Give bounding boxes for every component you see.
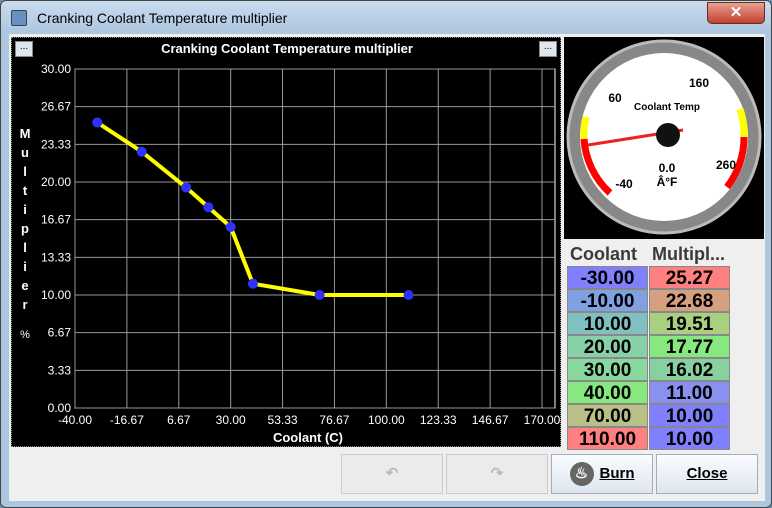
curve-point[interactable] <box>314 290 325 300</box>
undo-button[interactable]: ↶ <box>341 454 443 494</box>
multiplier-cell[interactable]: 22.68 <box>649 289 730 312</box>
burn-label: Burn <box>599 465 635 482</box>
curve-chart[interactable]: ... ... -40.00 -16.67 6.67 30.00 53.33 76.67 1… <box>11 37 561 447</box>
x-tick-label: 123.33 <box>420 413 457 427</box>
x-tick-label: 146.67 <box>472 413 509 427</box>
multiplier-cell[interactable]: 17.77 <box>649 335 730 358</box>
gauge-unit: Â°F <box>657 174 678 189</box>
column-header-multiplier: Multipl... <box>652 244 725 264</box>
curve-point[interactable] <box>403 290 414 300</box>
gauge-value: 0.0 <box>659 161 676 175</box>
x-tick-label: 76.67 <box>319 413 349 427</box>
client-area: ... ... -40.00 -16.67 6.67 30.00 53.33 76.67 1… <box>9 34 765 501</box>
gauge-label: 60 <box>608 91 622 105</box>
curve-point[interactable] <box>247 278 258 289</box>
curve-point[interactable] <box>181 182 192 193</box>
y-axis-unit: % <box>20 329 30 341</box>
gauge-label: 260 <box>716 158 736 172</box>
chart-options-right-button[interactable]: ... <box>539 41 557 57</box>
gauge-label: -40 <box>615 177 633 191</box>
gauge-title: Coolant Temp <box>634 102 700 113</box>
multiplier-cell[interactable]: 16.02 <box>649 358 730 381</box>
multiplier-cell[interactable]: 10.00 <box>649 404 730 427</box>
multiplier-cell[interactable]: 11.00 <box>649 381 730 404</box>
coolant-cell[interactable]: 10.00 <box>567 312 648 335</box>
y-axis-label-char: l <box>23 240 27 255</box>
y-tick-label: 20.00 <box>41 175 71 189</box>
y-axis-label-char: t <box>23 183 28 198</box>
chart-options-left-button[interactable]: ... <box>15 41 33 57</box>
x-tick-label: 100.00 <box>368 413 405 427</box>
curve-point[interactable] <box>92 117 103 128</box>
multiplier-cell[interactable]: 10.00 <box>649 427 730 450</box>
coolant-cell[interactable]: -10.00 <box>567 289 648 312</box>
gauge-label: 160 <box>689 76 709 90</box>
flame-icon: ♨ <box>569 462 594 487</box>
curve-point[interactable] <box>136 146 147 157</box>
close-label: Close <box>686 465 728 482</box>
curve-line <box>96 120 409 297</box>
column-header-coolant: Coolant <box>570 244 637 264</box>
y-axis-label-char: r <box>22 297 27 312</box>
coolant-cell[interactable]: -30.00 <box>567 266 648 289</box>
close-button[interactable]: Close <box>656 454 758 494</box>
coolant-cell[interactable]: 40.00 <box>567 381 648 404</box>
plot-frame <box>74 68 556 409</box>
x-axis-label: Coolant (C) <box>273 430 343 445</box>
coolant-cell[interactable]: 110.00 <box>567 427 648 450</box>
y-axis-label-char: i <box>23 202 27 217</box>
y-tick-label: 0.00 <box>48 401 72 415</box>
x-tick-label: 170.00 <box>524 413 561 427</box>
y-tick-label: 13.33 <box>41 250 71 264</box>
y-tick-label: 10.00 <box>41 288 71 302</box>
x-tick-label: 6.67 <box>167 413 191 427</box>
y-tick-label: 26.67 <box>41 100 71 114</box>
y-axis-label-char: p <box>21 221 29 236</box>
window-close-button[interactable]: ✕ <box>707 2 765 24</box>
y-tick-label: 6.67 <box>48 326 72 340</box>
multiplier-cell[interactable]: 19.51 <box>649 312 730 335</box>
y-axis-label-char: e <box>21 278 28 293</box>
y-axis-label-char: M <box>20 126 31 141</box>
y-tick-label: 16.67 <box>41 213 71 227</box>
y-tick-label: 23.33 <box>41 137 71 151</box>
redo-button[interactable]: ↷ <box>446 454 548 494</box>
window-title: Cranking Coolant Temperature multiplier <box>37 10 288 26</box>
coolant-cell[interactable]: 30.00 <box>567 358 648 381</box>
y-axis-label-char: l <box>23 164 27 179</box>
coolant-gauge: Coolant Temp 0.0 Â°F -40 60 160 260 <box>564 37 764 239</box>
gauge-hub <box>656 123 680 147</box>
y-tick-label: 3.33 <box>48 363 72 377</box>
x-tick-label: -16.67 <box>110 413 144 427</box>
x-tick-label: 30.00 <box>216 413 246 427</box>
burn-button[interactable]: ♨ Burn <box>551 454 653 494</box>
coolant-cell[interactable]: 70.00 <box>567 404 648 427</box>
curve-point[interactable] <box>203 202 214 213</box>
x-tick-label: -40.00 <box>58 413 92 427</box>
y-axis-label-char: u <box>21 145 29 160</box>
coolant-cell[interactable]: 20.00 <box>567 335 648 358</box>
curve-point[interactable] <box>225 221 236 232</box>
x-tick-label: 53.33 <box>268 413 298 427</box>
multiplier-cell[interactable]: 25.27 <box>649 266 730 289</box>
y-axis-label-char: i <box>23 259 27 274</box>
chart-title: Cranking Coolant Temperature multiplier <box>161 41 413 56</box>
y-tick-label: 30.00 <box>41 62 71 76</box>
app-icon <box>11 10 27 26</box>
